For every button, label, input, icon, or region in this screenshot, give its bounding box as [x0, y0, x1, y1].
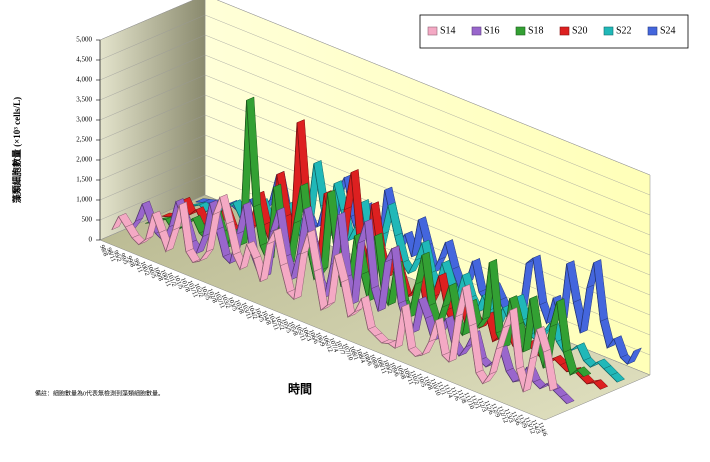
legend-swatch	[603, 26, 614, 36]
x-tick-label: 114/3	[530, 419, 542, 435]
y-tick-label: 0	[89, 236, 93, 244]
note: 備註：細胞數量為0代表無檢測到藻類細胞數量。	[35, 389, 164, 397]
y-tick-label: 1,500	[76, 176, 92, 184]
legend-swatch	[515, 26, 526, 36]
grid-line	[99, 154, 651, 336]
grid-line	[99, 54, 651, 236]
x-tick-label: 98/11	[105, 247, 117, 263]
legend-label: S22	[616, 25, 632, 36]
x-tick-label: 99/2	[112, 250, 123, 263]
x-axis-label: 時間	[288, 381, 312, 396]
x-tick-label: 112/1	[469, 394, 481, 410]
x-tick-label: 111/8	[455, 389, 467, 405]
x-tick-label: 99/8	[125, 255, 136, 268]
x-tick-label: 110/5	[415, 372, 427, 388]
legend-label: S24	[660, 25, 676, 36]
grid	[99, 0, 651, 376]
y-tick-label: 500	[82, 216, 93, 224]
legend-label: S20	[572, 25, 588, 36]
y-tick-label: 5,000	[76, 36, 92, 44]
legend-box	[419, 14, 689, 49]
legend-swatch	[559, 26, 570, 36]
y-tick-label: 3,000	[76, 116, 92, 124]
grid-line	[99, 34, 651, 216]
grid-line	[99, 74, 651, 256]
x-tick-label: 112/3	[476, 397, 488, 413]
x-tick-label: 99/11	[132, 258, 144, 274]
ribbon	[111, 193, 558, 393]
y-tick-label: 1,000	[76, 196, 92, 204]
x-tick-label: 99/5	[118, 252, 129, 265]
grid-line	[99, 134, 651, 316]
legend-label: S18	[528, 25, 544, 36]
y-tick-label: 2,500	[76, 136, 92, 144]
x-tick-label: 113/9	[516, 413, 528, 429]
y-tick-label: 3,500	[76, 96, 92, 104]
grid-line	[99, 0, 651, 176]
legend-swatch	[471, 26, 482, 36]
y-axis-label: 藻類細胞數量 (×10³ cells/L)	[11, 97, 22, 203]
ribbons	[111, 96, 642, 405]
x-tick-label: 110/2	[408, 370, 420, 386]
ribbon-edge	[111, 196, 551, 393]
x-tick-label: 110/8	[422, 375, 434, 391]
x-tick-label: 98/8	[98, 244, 109, 257]
x-tick-label: 112/9	[489, 402, 501, 418]
grid-line	[99, 114, 651, 296]
y-tick-label: 4,500	[76, 56, 92, 64]
legend-label: S16	[484, 25, 500, 36]
grid-line	[99, 14, 651, 196]
legend-swatch	[427, 26, 438, 36]
x-tick-label: 111/1	[435, 380, 447, 396]
x-tick-label: 113/3	[503, 408, 515, 424]
y-tick-label: 4,000	[76, 76, 92, 84]
y-tick-label: 2,000	[76, 156, 92, 164]
legend-label: S14	[440, 25, 456, 36]
labels: 0 500 1,000 1,500 2,000 2,500 3,000 3,500 4,000 4…	[76, 36, 548, 439]
legend-swatch	[647, 26, 658, 36]
legend: S14 S16 S18 S20 S22 S24	[427, 25, 676, 36]
grid-line	[99, 94, 651, 276]
